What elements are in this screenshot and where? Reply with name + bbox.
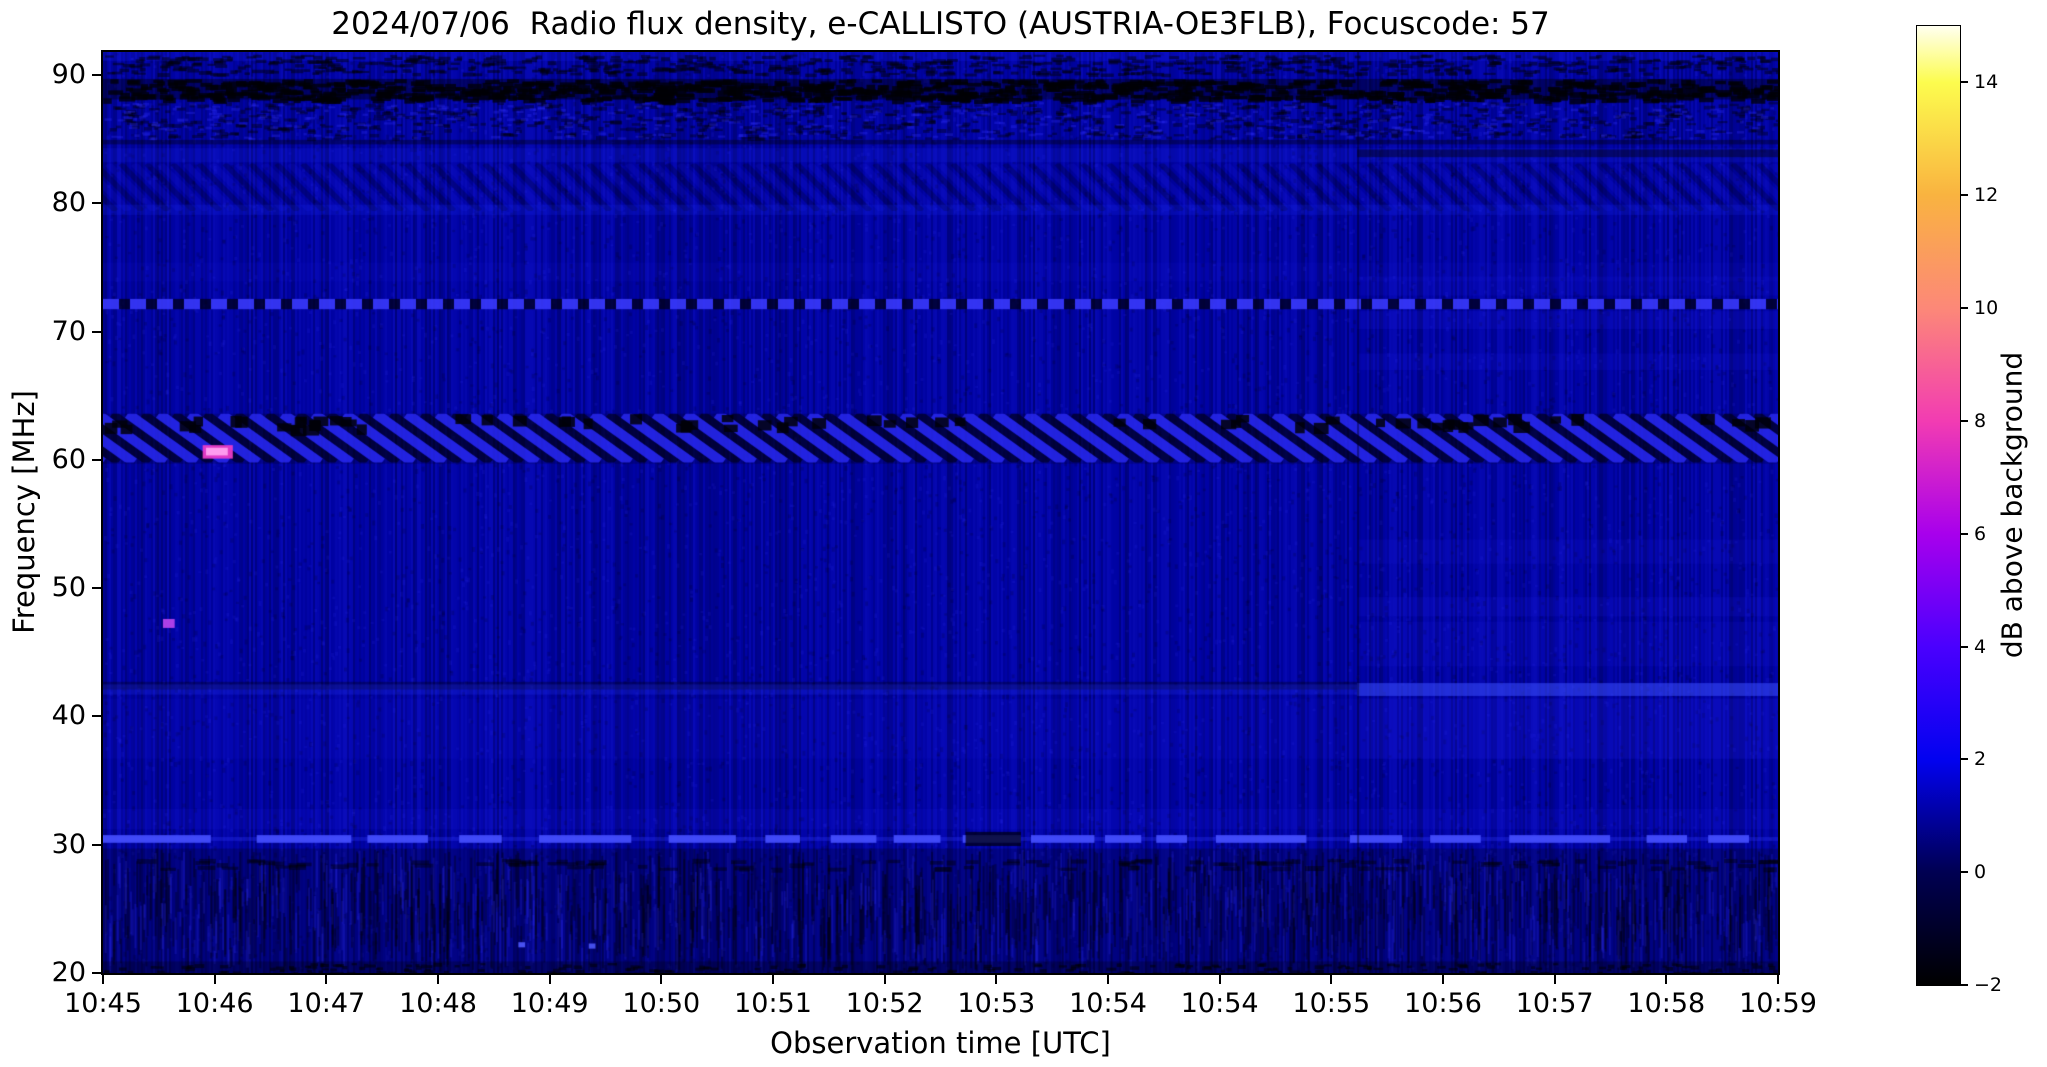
x-tick-label: 10:55 — [1292, 988, 1371, 1019]
y-tick-label: 80 — [51, 187, 86, 219]
colorbar-tick-mark — [1961, 419, 1968, 422]
colorbar-tick-mark — [1961, 984, 1968, 986]
y-tick-label: 40 — [51, 700, 86, 732]
colorbar-tick-label: 8 — [1974, 409, 1987, 432]
colorbar-tick-label: 12 — [1974, 184, 1999, 207]
y-tick-mark — [92, 74, 101, 77]
colorbar-tick-label: 6 — [1974, 522, 1987, 545]
colorbar-tick-label: −2 — [1974, 974, 2003, 996]
colorbar — [1916, 25, 1961, 986]
x-tick-label: 10:59 — [1739, 988, 1817, 1019]
x-tick-mark — [1330, 975, 1333, 984]
x-tick-label: 10:52 — [845, 988, 924, 1019]
x-tick-mark — [1553, 975, 1556, 984]
x-axis-label: Observation time [UTC] — [770, 1026, 1111, 1060]
x-tick-label: 10:47 — [287, 988, 366, 1019]
y-tick-mark — [92, 715, 101, 718]
y-tick-mark — [92, 458, 101, 461]
x-tick-label: 10:54 — [1069, 988, 1147, 1019]
plot-area — [101, 50, 1780, 975]
x-tick-mark — [325, 975, 328, 984]
y-tick-label: 50 — [51, 572, 86, 604]
x-tick-mark — [1442, 975, 1444, 984]
x-tick-mark — [772, 975, 774, 984]
x-tick-label: 10:53 — [957, 988, 1036, 1019]
x-tick-mark — [213, 975, 216, 984]
x-tick-mark — [1107, 975, 1109, 984]
y-tick-mark — [92, 587, 101, 590]
x-tick-label: 10:45 — [64, 988, 142, 1019]
colorbar-tick-label: 0 — [1974, 861, 1987, 884]
x-tick-mark — [548, 975, 551, 984]
colorbar-tick-mark — [1961, 81, 1968, 84]
x-tick-label: 10:57 — [1515, 988, 1594, 1019]
x-tick-mark — [883, 975, 886, 984]
colorbar-label: dB above background — [1995, 351, 2029, 659]
colorbar-tick-mark — [1961, 758, 1968, 761]
y-tick-label: 30 — [51, 828, 86, 860]
y-tick-label: 90 — [51, 59, 86, 91]
x-tick-label: 10:54 — [1180, 988, 1259, 1019]
x-tick-label: 10:50 — [622, 988, 701, 1019]
x-tick-label: 10:49 — [510, 988, 589, 1019]
colorbar-tick-label: 4 — [1974, 635, 1987, 658]
x-tick-mark — [660, 975, 663, 984]
y-tick-mark — [92, 843, 101, 846]
colorbar-tick-label: 2 — [1974, 748, 1987, 771]
y-tick-label: 60 — [51, 443, 86, 475]
x-tick-label: 10:46 — [175, 988, 254, 1019]
spectrogram-image — [103, 52, 1778, 973]
x-tick-mark — [1665, 975, 1668, 984]
colorbar-tick-mark — [1961, 871, 1968, 874]
colorbar-tick-label: 10 — [1974, 297, 1999, 320]
colorbar-tick-mark — [1961, 532, 1968, 535]
colorbar-tick-label: 14 — [1974, 71, 1999, 94]
x-tick-mark — [1218, 975, 1221, 984]
x-tick-label: 10:58 — [1627, 988, 1706, 1019]
x-tick-label: 10:51 — [734, 988, 812, 1019]
x-tick-mark — [437, 975, 439, 984]
colorbar-tick-mark — [1961, 645, 1968, 648]
x-tick-label: 10:48 — [399, 988, 477, 1019]
y-tick-mark — [92, 330, 101, 333]
y-tick-label: 20 — [51, 957, 86, 988]
colorbar-tick-mark — [1961, 307, 1968, 310]
chart-title: 2024/07/06 Radio flux density, e-CALLIST… — [331, 6, 1550, 42]
y-tick-mark — [92, 202, 101, 205]
x-tick-label: 10:56 — [1404, 988, 1482, 1019]
y-tick-label: 70 — [51, 315, 86, 347]
y-tick-mark — [92, 972, 101, 974]
x-tick-mark — [995, 975, 998, 984]
colorbar-tick-mark — [1961, 194, 1968, 197]
x-tick-mark — [1777, 975, 1779, 984]
x-tick-mark — [102, 975, 104, 984]
